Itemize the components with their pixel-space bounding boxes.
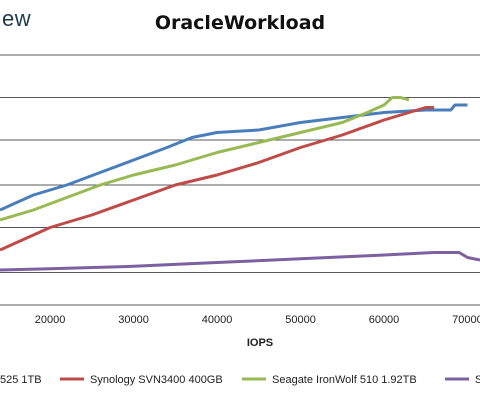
grid-lines — [0, 54, 480, 306]
x-tick-label: 60000 — [369, 314, 400, 326]
series-line-1 — [0, 106, 435, 252]
x-tick-label: 40000 — [202, 314, 233, 326]
x-tick-label: 30000 — [118, 314, 149, 326]
series-lines — [0, 96, 480, 272]
chart-title: OracleWorkload — [154, 12, 326, 34]
x-axis-label: IOPS — [247, 337, 273, 349]
x-tick-label: 50000 — [285, 314, 316, 326]
x-tick-label: 70000 — [452, 314, 480, 326]
legend-label-2: Seagate IronWolf 510 1.92TB — [272, 374, 417, 386]
legend-label-0: 525 1TB — [0, 374, 42, 386]
legend-label-3: S — [475, 374, 480, 386]
brand-logo: ew — [2, 6, 32, 31]
legend: 525 1TB Synology SVN3400 400GB Seagate Iro… — [0, 374, 480, 386]
x-tick-labels: 20000 30000 40000 50000 60000 70000 — [35, 314, 480, 326]
series-line-3 — [0, 251, 480, 272]
legend-label-1: Synology SVN3400 400GB — [90, 374, 223, 386]
series-line-0 — [0, 103, 468, 212]
x-tick-label: 20000 — [35, 314, 66, 326]
series-line-2 — [0, 96, 410, 222]
